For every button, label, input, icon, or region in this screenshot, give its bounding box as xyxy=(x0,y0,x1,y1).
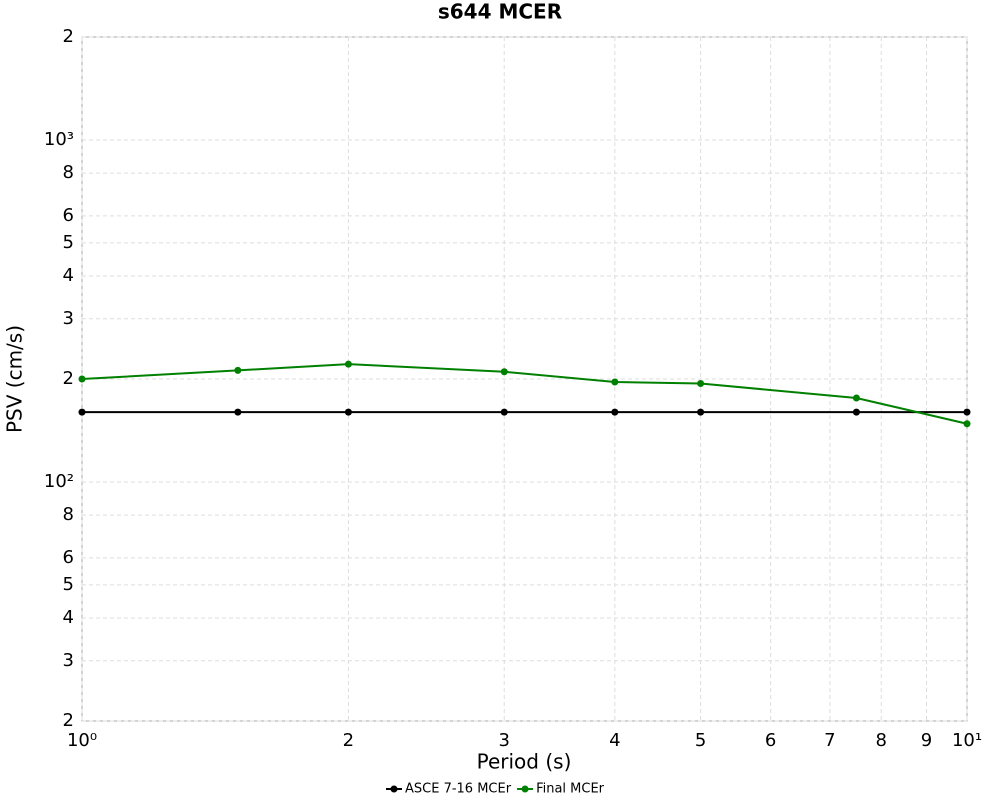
x-tick-label: 5 xyxy=(695,730,706,751)
x-tick-label: 7 xyxy=(824,730,835,751)
y-tick-label: 4 xyxy=(63,607,74,628)
legend-marker xyxy=(521,785,529,793)
y-axis-label: PSV (cm/s) xyxy=(3,325,27,433)
x-tick-label: 9 xyxy=(921,730,932,751)
data-point xyxy=(852,394,860,402)
y-tick-label: 3 xyxy=(63,650,74,671)
data-point xyxy=(611,378,619,386)
y-tick-label: 8 xyxy=(63,162,74,183)
x-tick-label: 2 xyxy=(343,730,354,751)
x-axis-label: Period (s) xyxy=(477,750,572,774)
data-point xyxy=(963,408,971,416)
y-tick-label: 3 xyxy=(63,308,74,329)
y-tick-label: 2 xyxy=(63,368,74,389)
y-tick-label: 2 xyxy=(63,26,74,47)
data-point xyxy=(697,380,705,388)
series-line xyxy=(81,363,968,425)
data-point xyxy=(234,408,242,416)
y-tick-label: 5 xyxy=(63,574,74,595)
data-point xyxy=(611,408,619,416)
x-tick-label: 4 xyxy=(609,730,620,751)
data-point xyxy=(78,408,86,416)
y-tick-label: 2 xyxy=(63,710,74,731)
data-point xyxy=(344,360,352,368)
data-point xyxy=(852,408,860,416)
x-tick-label: 6 xyxy=(765,730,776,751)
y-tick-label: 6 xyxy=(63,205,74,226)
data-point xyxy=(500,408,508,416)
data-point xyxy=(500,368,508,376)
chart-title: s644 MCER xyxy=(438,0,562,24)
x-tick-label: 8 xyxy=(876,730,887,751)
data-point xyxy=(963,420,971,428)
data-point xyxy=(78,375,86,383)
y-tick-label: 6 xyxy=(63,547,74,568)
y-tick-label: 10³ xyxy=(44,129,74,150)
data-point xyxy=(697,408,705,416)
x-tick-label: 10⁰ xyxy=(67,730,97,751)
data-point xyxy=(344,408,352,416)
y-tick-label: 5 xyxy=(63,232,74,253)
data-point xyxy=(234,366,242,374)
y-tick-label: 4 xyxy=(63,265,74,286)
y-tick-label: 10² xyxy=(44,471,74,492)
x-tick-label: 3 xyxy=(499,730,510,751)
y-tick-label: 8 xyxy=(63,504,74,525)
legend-label: Final MCEr xyxy=(536,782,605,797)
legend-label: ASCE 7-16 MCEr xyxy=(405,782,512,797)
x-tick-label: 10¹ xyxy=(952,730,982,751)
legend-marker xyxy=(390,785,398,793)
